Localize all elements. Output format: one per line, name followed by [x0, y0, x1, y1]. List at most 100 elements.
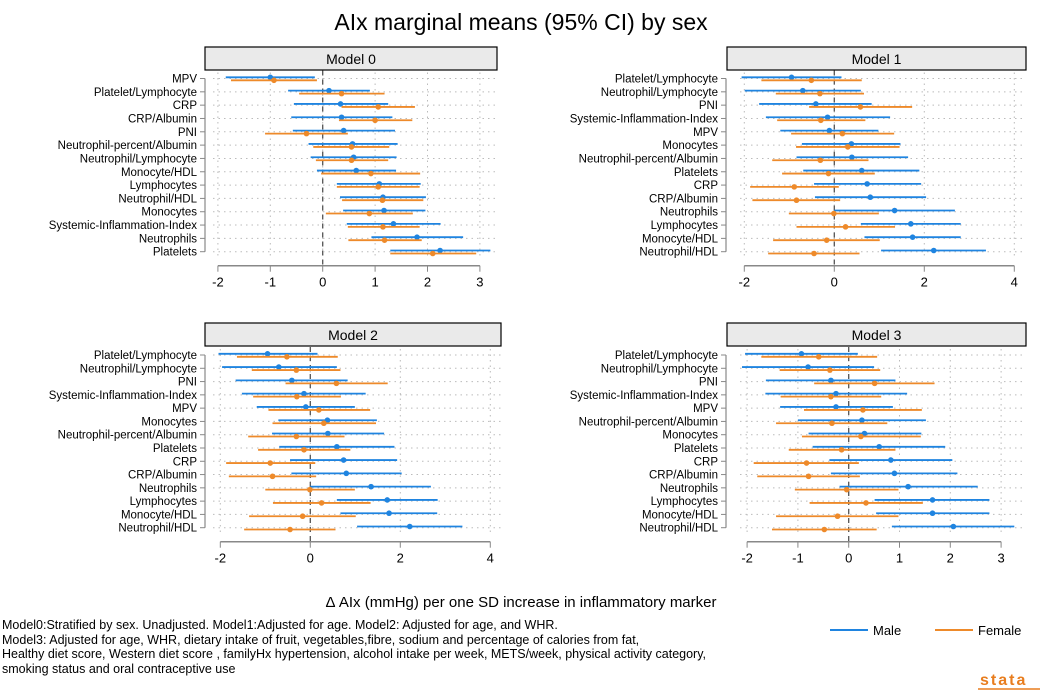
male-estimate-point	[908, 221, 914, 227]
male-estimate-point	[833, 390, 839, 397]
female-estimate-point	[838, 446, 845, 453]
svg-text:stata: stata	[980, 672, 1027, 689]
female-estimate-point	[375, 184, 382, 190]
male-estimate-point	[384, 497, 391, 503]
x-tick-label: -1	[265, 275, 277, 290]
panel-header-box	[726, 322, 1027, 347]
panel-model-2: Model 2-2 0 2 4Platelet/LymphocyteNeutrophi…	[49, 322, 502, 566]
row-label: Neutrophils	[139, 233, 197, 245]
male-estimate-point	[876, 443, 882, 450]
x-tick-label: 0	[845, 551, 852, 566]
panel-title: Model 0	[326, 51, 376, 67]
panel-title: Model 1	[852, 51, 902, 67]
male-estimate-point	[828, 377, 834, 384]
female-estimate-point	[284, 354, 290, 360]
forest-row: Platelets	[674, 167, 1026, 179]
legend: Male Female	[830, 623, 1021, 638]
forest-row: CRP/Albumin	[649, 193, 1026, 205]
female-estimate-point	[805, 473, 812, 480]
forest-row: Monocytes	[141, 207, 497, 219]
female-estimate-point	[858, 433, 864, 440]
female-estimate-point	[267, 460, 274, 466]
legend-female-label: Female	[978, 623, 1021, 638]
female-estimate-point	[348, 144, 355, 150]
female-estimate-point	[811, 250, 817, 257]
forest-row: MPV	[693, 403, 1026, 415]
x-tick-label: 2	[397, 551, 404, 566]
male-estimate-point	[326, 87, 332, 94]
footnotes: Model0:Stratified by sex. Unadjusted. Mo…	[2, 618, 706, 676]
male-estimate-point	[301, 390, 307, 397]
female-estimate-point	[831, 210, 837, 217]
footnote-line: smoking status and oral contraceptive us…	[2, 662, 236, 676]
row-label: Platelets	[153, 443, 197, 455]
panel-header-box	[726, 46, 1027, 71]
forest-row: Neutrophils	[660, 207, 1026, 219]
legend-male-label: Male	[873, 623, 901, 638]
forest-row: Platelet/Lymphocyte	[615, 350, 1026, 362]
male-estimate-point	[849, 154, 855, 161]
female-estimate-point	[860, 407, 866, 413]
forest-row: Monocytes	[662, 140, 1026, 152]
row-label: Neutrophil/Lymphocyte	[601, 363, 718, 375]
forest-row: Monocytes	[662, 430, 1026, 442]
row-label: Neutrophil/HDL	[118, 523, 197, 535]
female-estimate-point	[381, 237, 388, 243]
forest-row: Lymphocytes	[130, 180, 497, 192]
female-estimate-point	[845, 144, 851, 150]
row-label: Neutrophil/Lymphocyte	[80, 363, 197, 375]
forest-row: CRP	[173, 100, 497, 112]
forest-row: Platelets	[153, 247, 497, 259]
row-label: Monocytes	[662, 430, 718, 442]
row-label: Platelet/Lymphocyte	[615, 74, 718, 86]
panel-header-box	[204, 322, 502, 347]
x-tick-label: 1	[371, 275, 378, 290]
x-tick-label: 3	[997, 551, 1004, 566]
row-label: Monocytes	[662, 140, 718, 152]
forest-row: PNI	[699, 377, 1026, 389]
row-label: MPV	[172, 403, 197, 415]
male-estimate-point	[859, 417, 865, 424]
x-tick-label: -2	[215, 551, 227, 566]
female-estimate-point	[825, 170, 832, 177]
forest-row: CRP/Albumin	[128, 113, 497, 125]
row-label: CRP	[694, 456, 719, 468]
stata-logo: stata	[978, 672, 1040, 690]
female-estimate-point	[301, 446, 307, 453]
male-estimate-point	[905, 483, 911, 490]
male-estimate-point	[891, 470, 898, 477]
male-estimate-point	[381, 207, 387, 214]
female-estimate-point	[333, 380, 340, 387]
forest-row: PNI	[178, 127, 497, 139]
male-estimate-point	[303, 404, 309, 410]
female-estimate-point	[839, 130, 846, 137]
panel-title: Model 2	[328, 327, 378, 343]
x-tick-label: 2	[921, 275, 928, 290]
row-label: CRP/Albumin	[649, 193, 718, 205]
male-estimate-point	[929, 510, 936, 517]
row-label: Platelet/Lymphocyte	[615, 350, 718, 362]
female-estimate-point	[857, 104, 864, 110]
female-estimate-point	[817, 90, 823, 97]
row-label: Neutrophil-percent/Albumin	[579, 416, 718, 428]
male-estimate-point	[888, 457, 894, 463]
female-estimate-point	[299, 513, 306, 520]
row-label: CRP	[173, 100, 198, 112]
male-estimate-point	[788, 74, 795, 81]
row-label: CRP	[694, 180, 719, 192]
female-estimate-point	[307, 486, 313, 493]
forest-row: Neutrophils	[139, 233, 497, 245]
row-label: Lymphocytes	[130, 496, 198, 508]
panel-header-box	[204, 46, 498, 71]
forest-row: Neutrophil/HDL	[118, 193, 497, 205]
male-estimate-point	[406, 523, 413, 530]
male-estimate-point	[264, 351, 271, 357]
forest-row: Platelet/Lymphocyte	[94, 350, 501, 362]
row-label: CRP	[173, 456, 198, 468]
row-label: Platelets	[674, 167, 718, 179]
forest-row: Monocytes	[141, 416, 501, 428]
x-tick-label: -2	[741, 551, 753, 566]
forest-row: Neutrophil/HDL	[639, 247, 1026, 259]
forest-row: Neutrophil/HDL	[118, 523, 501, 535]
forest-row: Neutrophil/HDL	[639, 523, 1026, 535]
